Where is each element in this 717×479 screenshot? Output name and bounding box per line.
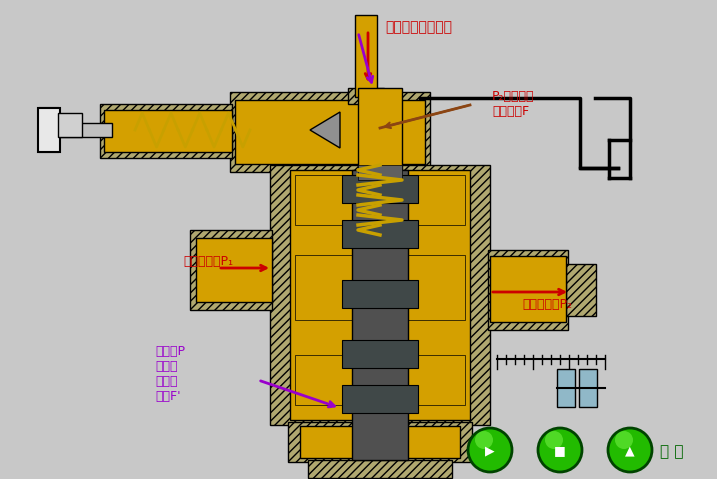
Bar bbox=[40, 108, 58, 152]
Bar bbox=[358, 88, 402, 170]
Text: 压力差P
等于或
大于弹
簧力F': 压力差P 等于或 大于弹 簧力F' bbox=[155, 345, 185, 403]
Bar bbox=[579, 369, 597, 407]
Bar bbox=[348, 88, 384, 104]
Bar bbox=[352, 170, 408, 460]
Bar bbox=[355, 15, 377, 97]
Bar bbox=[230, 92, 430, 172]
Circle shape bbox=[608, 428, 652, 472]
Bar bbox=[557, 369, 575, 407]
Bar bbox=[490, 256, 566, 322]
Bar bbox=[196, 238, 272, 302]
Circle shape bbox=[538, 428, 582, 472]
Bar bbox=[52, 123, 112, 137]
Circle shape bbox=[475, 431, 493, 449]
Text: P₂等于或大
于弹簧力F: P₂等于或大 于弹簧力F bbox=[492, 90, 534, 118]
Bar bbox=[100, 104, 232, 158]
Bar bbox=[407, 355, 465, 405]
Text: 由小孔溢流回油箱: 由小孔溢流回油箱 bbox=[385, 20, 452, 34]
Bar bbox=[407, 255, 465, 320]
Bar bbox=[235, 100, 425, 164]
Text: ▲: ▲ bbox=[625, 445, 635, 457]
Bar bbox=[270, 165, 490, 425]
Polygon shape bbox=[310, 112, 340, 148]
Bar bbox=[342, 220, 418, 248]
Text: 一次压力油P₁: 一次压力油P₁ bbox=[183, 255, 233, 268]
Text: ▶: ▶ bbox=[485, 445, 495, 457]
Bar bbox=[358, 165, 402, 180]
Bar bbox=[566, 264, 596, 316]
Text: ■: ■ bbox=[554, 445, 566, 457]
Circle shape bbox=[545, 431, 563, 449]
Bar bbox=[342, 175, 418, 203]
Bar bbox=[342, 340, 418, 368]
Circle shape bbox=[468, 428, 512, 472]
Bar bbox=[407, 175, 465, 225]
Bar bbox=[190, 230, 272, 310]
Bar bbox=[342, 385, 418, 413]
Bar bbox=[308, 460, 452, 478]
Bar bbox=[288, 422, 472, 462]
Bar bbox=[58, 113, 82, 137]
Circle shape bbox=[615, 431, 633, 449]
Bar bbox=[300, 426, 460, 458]
Text: 二次压力油P₂: 二次压力油P₂ bbox=[522, 298, 572, 311]
Bar bbox=[290, 170, 470, 420]
Bar bbox=[38, 108, 60, 152]
Text: 返 回: 返 回 bbox=[660, 445, 683, 459]
Bar bbox=[295, 175, 353, 225]
Bar bbox=[342, 280, 418, 308]
Bar bbox=[295, 355, 353, 405]
Bar bbox=[488, 250, 568, 330]
Bar bbox=[104, 110, 232, 152]
Bar bbox=[295, 255, 353, 320]
